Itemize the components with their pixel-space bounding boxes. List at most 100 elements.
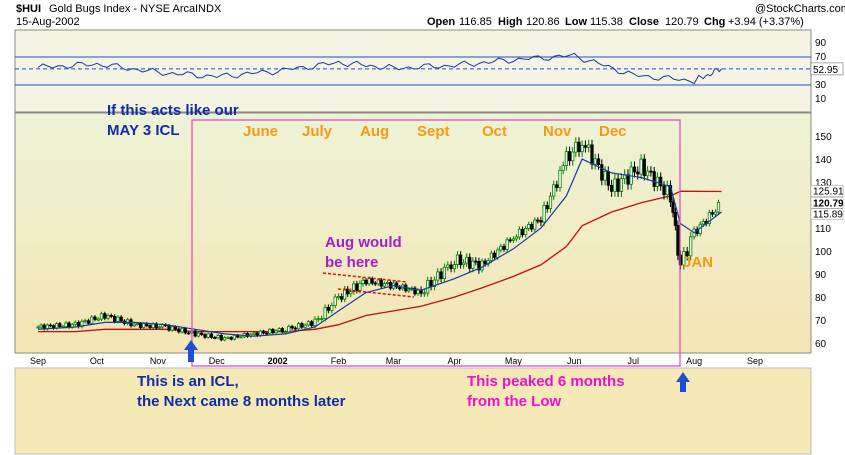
month-label-june: June	[243, 123, 278, 140]
date-tick-label: Mar	[386, 356, 402, 366]
indicator-panel	[14, 29, 812, 113]
note-icl-top-2: MAY 3 ICL	[107, 122, 180, 139]
price-bar-body	[157, 326, 161, 329]
price-bar-body	[280, 328, 285, 333]
price-bar-body	[474, 260, 478, 263]
high-label: High	[498, 16, 523, 28]
date-tick-label: Oct	[90, 356, 105, 366]
header-bg	[0, 0, 845, 28]
price-bar-body	[465, 256, 469, 264]
high-value: 120.86	[526, 16, 560, 28]
symbol: $HUI	[16, 3, 41, 15]
price-bar-body	[268, 328, 272, 334]
price-bar-body	[206, 333, 210, 338]
date-tick-label: 2002	[268, 356, 288, 366]
price-bar-body	[429, 280, 433, 287]
price-bar-body	[452, 264, 457, 270]
price-tick-label: 150	[815, 132, 832, 143]
low-label: Low	[565, 16, 587, 28]
price-bar-body	[333, 296, 337, 306]
date-axis: Sep Oct Nov Dec 2002 Feb Mar Apr May Jun Jul Aug Sep	[30, 356, 763, 366]
up-arrow-icon-aug	[676, 372, 690, 392]
price-bar-body	[496, 249, 500, 258]
bottom-panel	[14, 367, 812, 455]
price-bar-body	[649, 170, 653, 173]
price-bar-body	[619, 178, 624, 192]
chg-value: +3.94 (+3.37%)	[728, 16, 804, 28]
date-tick-label: Sep	[30, 356, 46, 366]
price-bar-body	[167, 325, 171, 331]
price-bar-body	[173, 326, 178, 330]
date-tick-label: Aug	[686, 356, 702, 366]
cycle-box	[191, 119, 681, 367]
price-bar-body	[646, 170, 650, 177]
price-bar-body	[271, 328, 275, 334]
open-label: Open	[427, 16, 455, 28]
price-bar-body	[446, 264, 450, 268]
price-bar-body	[449, 264, 453, 269]
price-bar-body	[116, 316, 120, 322]
price-bar-body	[142, 323, 146, 328]
price-bar-body	[245, 333, 250, 337]
triangle-upper-line	[322, 272, 408, 283]
price-bar-body	[671, 201, 675, 213]
price-bar-body	[613, 178, 617, 192]
price-bar-body	[508, 239, 512, 242]
price-bar-body	[394, 282, 399, 288]
price-tick-label: 140	[815, 155, 832, 166]
price-panel	[14, 112, 812, 354]
price-bar-body	[382, 283, 387, 287]
price-bar-body	[527, 224, 531, 229]
price-bar-body	[533, 219, 537, 230]
price-tick-label: 100	[815, 247, 832, 258]
price-bar-body	[300, 323, 304, 328]
price-bar-body	[407, 288, 411, 292]
price-tick-label: 80	[815, 293, 827, 304]
price-bar-body	[99, 313, 104, 320]
price-bar-body	[561, 165, 565, 171]
price-bar-body	[564, 151, 569, 167]
month-label-nov: Nov	[543, 123, 572, 140]
close-label: Close	[629, 16, 659, 28]
price-bar-body	[203, 334, 207, 338]
indicator-tick-label: 90	[815, 38, 827, 49]
price-bar-body	[48, 324, 53, 327]
triangle-lower-line	[337, 288, 415, 298]
price-bar-body	[477, 260, 481, 271]
price-bar-body	[536, 219, 540, 222]
date-tick-label: Feb	[331, 356, 347, 366]
price-bar-body	[283, 331, 288, 334]
price-bar-body	[183, 328, 187, 334]
price-bar-body	[492, 252, 497, 258]
price-bar-body	[316, 318, 320, 321]
price-last-label: 120.79	[813, 198, 844, 209]
price-bar-body	[548, 195, 553, 210]
price-last-label-box	[810, 208, 844, 220]
price-bar-body	[370, 278, 374, 284]
price-bar-body	[659, 176, 663, 187]
price-bar-body	[568, 151, 572, 162]
price-bar-body	[148, 325, 152, 328]
price-axis: 60708090100110120130140150	[815, 132, 832, 350]
note-icl-top-1: If this acts like our	[107, 102, 239, 119]
price-bar-body	[376, 279, 380, 285]
date-tick-label: Jul	[627, 356, 639, 366]
price-bar-body	[388, 282, 393, 289]
price-bar-body	[632, 166, 637, 173]
price-bar-body	[689, 236, 693, 257]
price-bar-body	[96, 318, 100, 321]
price-bar-body	[36, 326, 40, 329]
price-bar-body	[200, 332, 204, 335]
price-bar-body	[701, 220, 705, 225]
price-bar-body	[439, 271, 443, 279]
price-bar-body	[132, 323, 136, 327]
price-bar-body	[616, 178, 620, 192]
price-tick-label: 60	[815, 339, 827, 350]
price-tick-label: 130	[815, 178, 832, 189]
price-bar-body	[64, 322, 68, 327]
price-bar-body	[73, 321, 77, 325]
price-bar-body	[685, 251, 689, 257]
note-aug-1: Aug would	[325, 234, 402, 251]
month-label-sept: Sept	[417, 123, 450, 140]
